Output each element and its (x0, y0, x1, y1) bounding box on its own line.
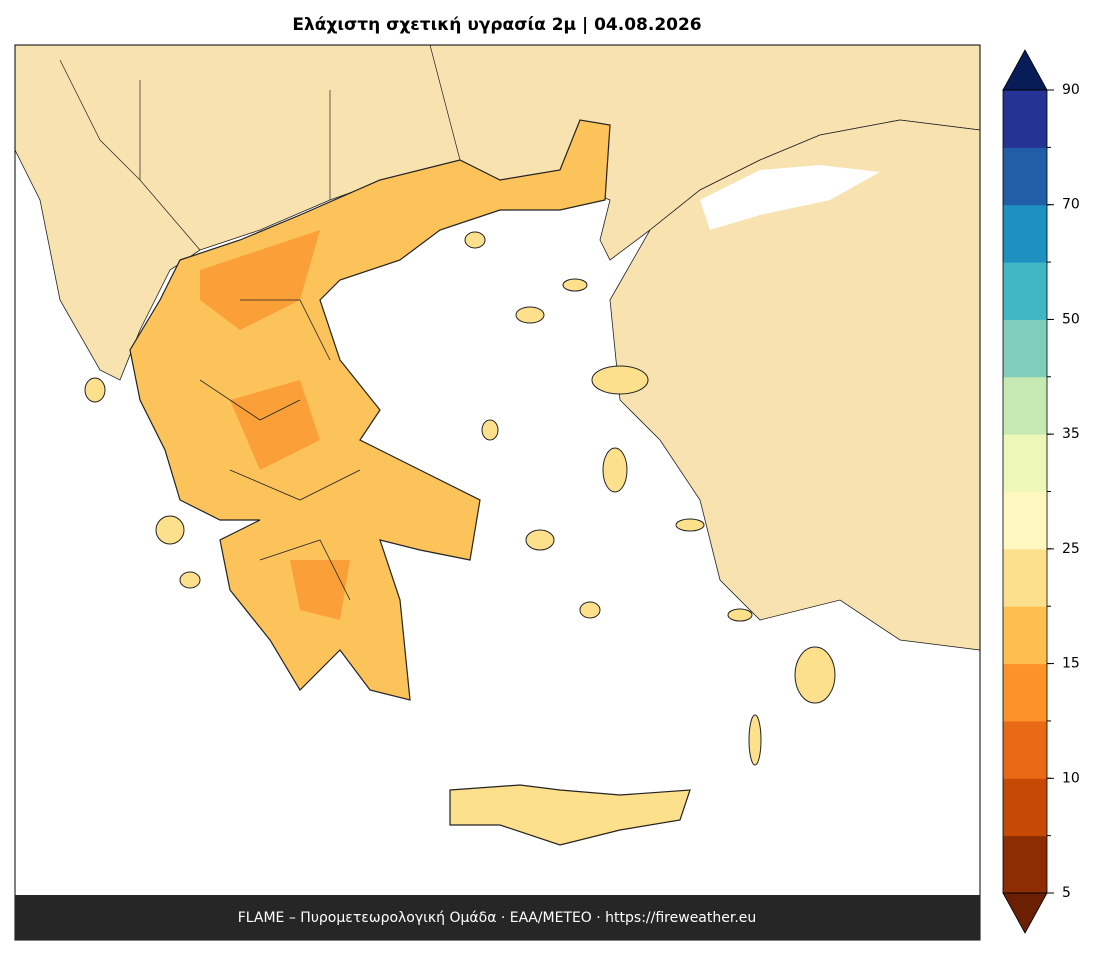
colorbar-tick-label: 15 (1062, 656, 1080, 672)
colorbar-band (1003, 491, 1047, 550)
colorbar-over (1002, 49, 1048, 91)
borders (59, 44, 461, 251)
colorbar-tick-label: 50 (1062, 311, 1080, 327)
islands (84, 231, 836, 766)
colorbar-band (1003, 548, 1047, 607)
colorbar-tick-label: 5 (1062, 885, 1071, 901)
colorbar-under (1002, 892, 1048, 934)
title: Ελάχιστη σχετική υγρασία 2μ | 04.08.2026 (292, 15, 701, 35)
map (14, 44, 981, 941)
colorbar-band (1003, 147, 1047, 206)
footer-bar (15, 895, 980, 940)
colorbar-band (1003, 376, 1047, 435)
colorbar-band (1003, 835, 1047, 894)
colorbar-band (1003, 663, 1047, 722)
colorbar-band (1003, 720, 1047, 779)
dry-zones (200, 230, 350, 620)
colorbar-tick-label: 25 (1062, 541, 1080, 557)
colorbar-tick-label: 10 (1062, 770, 1080, 786)
turkey (609, 119, 981, 651)
colorbar: 5 10 15 25 35 50 70 90 (1002, 49, 1080, 934)
colorbar-tick-label: 70 (1062, 197, 1080, 213)
crete (449, 784, 691, 846)
colorbar-band (1003, 434, 1047, 492)
footer: FLAME – Πυρομετεωρολογική Ομάδα · ΕΑΑ/ME… (238, 910, 757, 926)
marmara (700, 165, 880, 230)
colorbar-band (1003, 204, 1047, 263)
regional-borders (199, 299, 361, 601)
colorbar-band (1003, 606, 1047, 665)
colorbar-tick-label: 35 (1062, 426, 1080, 442)
colorbar-band (1003, 778, 1047, 837)
colorbar-tick-label: 90 (1062, 82, 1080, 98)
colorbar-band (1003, 262, 1047, 320)
colorbar-band (1003, 319, 1047, 378)
colorbar-band (1003, 90, 1047, 148)
